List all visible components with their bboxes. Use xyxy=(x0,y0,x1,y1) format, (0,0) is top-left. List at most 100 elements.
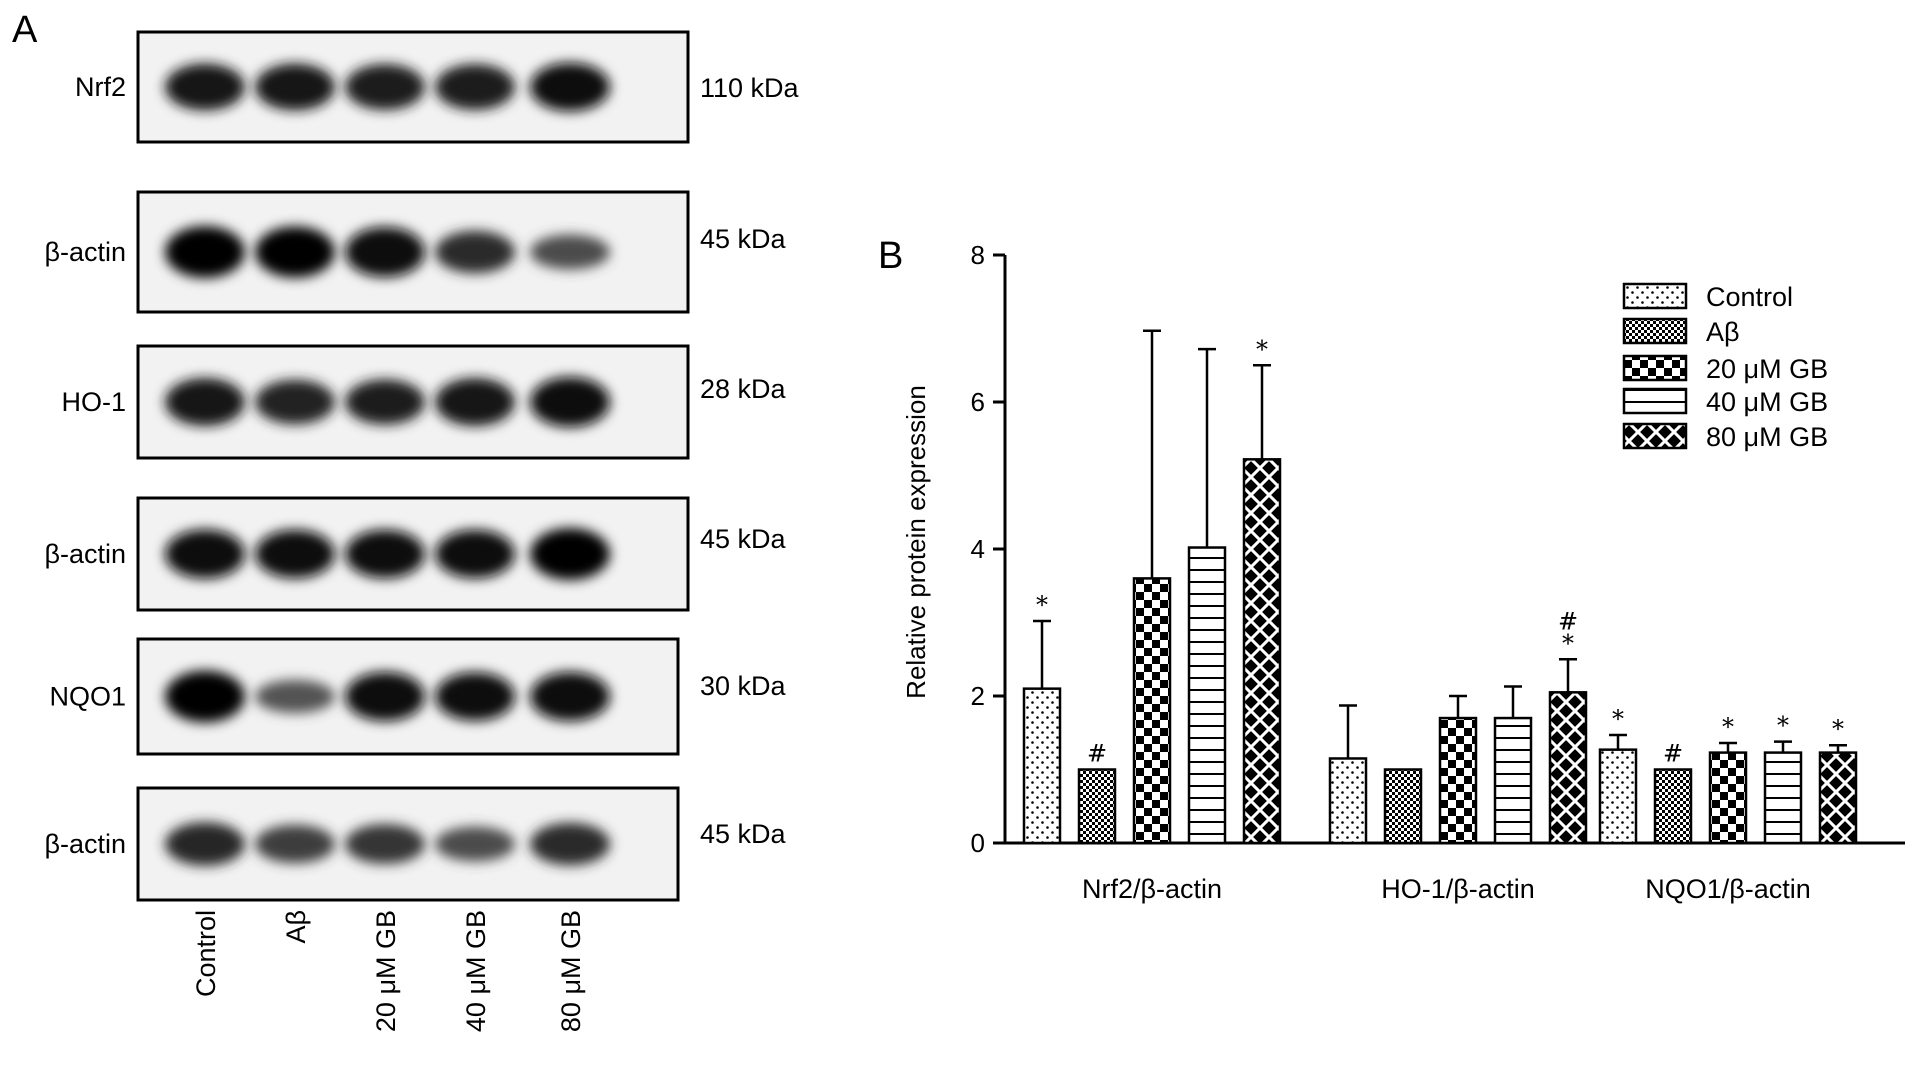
blot-band xyxy=(530,671,610,722)
blot-band xyxy=(255,379,335,425)
blot-band xyxy=(255,63,335,111)
lane-label: Control xyxy=(191,910,221,997)
blot-band xyxy=(345,671,425,722)
y-tick-label: 6 xyxy=(971,387,985,417)
y-tick-label: 0 xyxy=(971,828,985,858)
lane-label: 80 μM GB xyxy=(556,910,586,1032)
significance-marker: # xyxy=(1087,740,1107,768)
significance-marker: # xyxy=(1558,607,1578,635)
significance-marker: * xyxy=(1722,713,1734,741)
bar xyxy=(1818,751,1858,845)
bar xyxy=(1022,687,1062,845)
y-tick-label: 4 xyxy=(971,534,985,564)
bar xyxy=(1763,751,1803,845)
blot-band xyxy=(255,226,335,278)
blot-band xyxy=(165,378,245,426)
bar xyxy=(1187,546,1227,845)
blot-strip: HO-1 28 kDa xyxy=(61,344,787,460)
blot-band xyxy=(530,234,610,270)
blot-band xyxy=(255,824,335,864)
blot-band xyxy=(165,226,245,278)
blot-band xyxy=(345,529,425,579)
y-tick-label: 2 xyxy=(971,681,985,711)
blot-strip: β-actin 45 kDa xyxy=(44,190,787,314)
significance-marker: * xyxy=(1256,335,1268,363)
y-tick-label: 8 xyxy=(971,240,985,270)
blot-protein-label: NQO1 xyxy=(49,682,126,712)
blot-band xyxy=(530,62,610,112)
bar xyxy=(1077,768,1117,845)
blot-protein-label: Nrf2 xyxy=(75,72,126,102)
bar xyxy=(1708,751,1748,845)
legend-swatch xyxy=(1622,422,1688,450)
blot-band xyxy=(530,376,610,428)
blot-band xyxy=(435,672,515,721)
legend-label: 80 μM GB xyxy=(1706,422,1828,452)
blot-band xyxy=(530,822,610,866)
legend-label: Aβ xyxy=(1706,317,1740,347)
bar xyxy=(1438,716,1478,845)
blot-kda-label: 45 kDa xyxy=(700,819,787,849)
blot-band xyxy=(345,823,425,865)
lane-labels: Control Aβ 20 μM GB 40 μM GB 80 μM GB xyxy=(191,910,586,1032)
significance-marker: * xyxy=(1562,629,1574,657)
blot-strip: β-actin 45 kDa xyxy=(44,496,787,612)
panel-b-label: B xyxy=(878,235,903,277)
bar xyxy=(1653,768,1693,845)
blot-protein-label: HO-1 xyxy=(61,387,126,417)
bar xyxy=(1242,458,1282,845)
blot-band xyxy=(435,230,515,274)
panel-a-label: A xyxy=(12,9,38,51)
category-label: NQO1/β-actin xyxy=(1645,874,1811,904)
blot-protein-label: β-actin xyxy=(44,829,126,859)
bar xyxy=(1598,748,1638,845)
western-blot-panel: Nrf2 110 kDa β-actin 45 kDa HO-1 28 kDa β-acti… xyxy=(44,30,800,902)
bar xyxy=(1493,716,1533,845)
bar xyxy=(1548,691,1588,845)
blot-band xyxy=(165,529,245,579)
significance-marker: * xyxy=(1832,715,1844,743)
category-label: Nrf2/β-actin xyxy=(1082,874,1222,904)
legend-swatch xyxy=(1622,387,1688,415)
legend-swatch xyxy=(1622,282,1688,310)
y-axis-label: Relative protein expression xyxy=(901,385,931,699)
blot-kda-label: 110 kDa xyxy=(700,73,800,103)
blot-band xyxy=(165,822,245,866)
category-label: HO-1/β-actin xyxy=(1381,874,1535,904)
blot-band xyxy=(255,679,335,714)
blot-band xyxy=(165,63,245,111)
legend-label: Control xyxy=(1706,282,1793,312)
significance-marker: # xyxy=(1663,740,1683,768)
blot-band xyxy=(435,378,515,426)
blot-band xyxy=(530,528,610,580)
blot-protein-label: β-actin xyxy=(44,237,126,267)
blot-band xyxy=(435,826,515,862)
lane-label: Aβ xyxy=(281,910,311,944)
lane-label: 40 μM GB xyxy=(461,910,491,1032)
blot-strip: β-actin 45 kDa xyxy=(44,786,787,902)
blot-strip: NQO1 30 kDa xyxy=(49,637,787,756)
blot-strip: Nrf2 110 kDa xyxy=(75,30,800,144)
blot-band xyxy=(345,64,425,110)
blot-band xyxy=(345,379,425,425)
blot-band xyxy=(165,670,245,723)
bar xyxy=(1132,577,1172,845)
blot-band xyxy=(435,529,515,579)
significance-marker: * xyxy=(1777,712,1789,740)
blot-kda-label: 28 kDa xyxy=(700,374,787,404)
lane-label: 20 μM GB xyxy=(371,910,401,1032)
chart-bars: *#*Nrf2/β-actin#*HO-1/β-actin*#* * *NQO1/β… xyxy=(1022,329,1858,904)
legend-swatch xyxy=(1622,354,1688,382)
blot-band xyxy=(255,529,335,579)
legend-swatch xyxy=(1622,317,1688,345)
significance-marker: * xyxy=(1612,705,1624,733)
blot-band xyxy=(345,226,425,278)
significance-marker: * xyxy=(1036,591,1048,619)
blot-band xyxy=(435,64,515,110)
blot-kda-label: 30 kDa xyxy=(700,671,787,701)
legend-label: 40 μM GB xyxy=(1706,387,1828,417)
bar xyxy=(1383,768,1423,845)
